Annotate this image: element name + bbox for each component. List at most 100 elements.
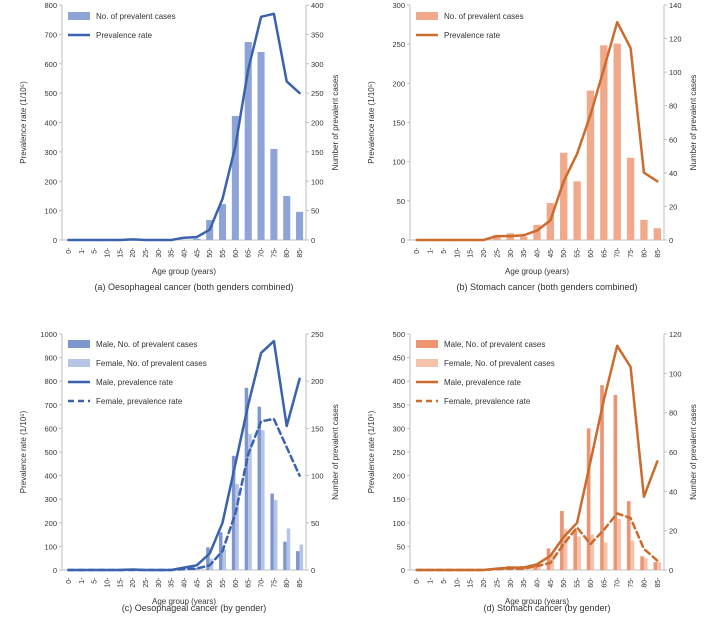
bar bbox=[299, 544, 304, 570]
bar bbox=[196, 569, 201, 570]
legend-label: Male, prevalence rate bbox=[444, 378, 521, 387]
x-tick-label: 35- bbox=[521, 577, 528, 588]
right-tick-label: 150 bbox=[311, 148, 324, 157]
x-tick-label: 1- bbox=[79, 247, 86, 254]
right-axis-title: Number of prevalent cases bbox=[331, 75, 340, 171]
right-tick-label: 150 bbox=[311, 424, 324, 433]
left-tick-label: 150 bbox=[392, 495, 405, 504]
legend-swatch bbox=[68, 340, 90, 348]
bar bbox=[244, 387, 249, 570]
left-tick-label: 900 bbox=[44, 354, 57, 363]
bar bbox=[630, 540, 635, 570]
x-tick-label: 45- bbox=[548, 577, 555, 588]
x-tick-label: 0- bbox=[66, 247, 73, 254]
left-tick-label: 800 bbox=[44, 1, 57, 10]
x-tick-label: 85- bbox=[297, 247, 304, 258]
bar bbox=[248, 434, 252, 570]
x-tick-label: 25- bbox=[494, 577, 501, 588]
right-tick-label: 100 bbox=[311, 177, 324, 186]
x-tick-label: 10- bbox=[104, 577, 111, 588]
left-tick-label: 800 bbox=[44, 377, 57, 386]
bar bbox=[603, 542, 608, 570]
x-tick-label: 30- bbox=[156, 577, 163, 588]
chart-panel-d: 0 50 100 150 200 250 300 350 400 450 500 0 20 40 60 80 1… bbox=[367, 330, 698, 613]
x-tick-label: 50- bbox=[207, 247, 214, 258]
x-tick-label: 30- bbox=[508, 247, 515, 258]
left-tick-label: 500 bbox=[44, 89, 57, 98]
left-tick-label: 300 bbox=[44, 495, 57, 504]
bar bbox=[577, 536, 581, 570]
x-tick-label: 15- bbox=[468, 577, 475, 588]
x-tick-label: 85- bbox=[655, 247, 662, 258]
left-tick-label: 200 bbox=[44, 519, 57, 528]
bar bbox=[653, 562, 658, 570]
right-tick-label: 0 bbox=[669, 236, 673, 245]
x-tick-label: 80- bbox=[641, 247, 648, 258]
series-line bbox=[67, 12, 301, 242]
bar bbox=[573, 181, 581, 240]
x-tick-label: 60- bbox=[233, 577, 240, 588]
x-tick-label: 55- bbox=[220, 577, 227, 588]
x-tick-label: 75- bbox=[628, 247, 635, 258]
bar bbox=[270, 148, 278, 240]
left-tick-label: 700 bbox=[44, 401, 57, 410]
right-axis-title: Number of prevalent cases bbox=[331, 404, 340, 500]
x-tick-label: 15- bbox=[468, 247, 475, 258]
x-tick-label: 75- bbox=[628, 577, 635, 588]
dashed-series-line bbox=[67, 417, 301, 572]
left-tick-label: 1000 bbox=[40, 330, 57, 339]
bar bbox=[626, 157, 635, 240]
bar bbox=[493, 234, 501, 240]
legend-swatch bbox=[416, 340, 438, 348]
right-tick-label: 0 bbox=[311, 236, 315, 245]
left-tick-label: 300 bbox=[44, 148, 57, 157]
left-tick-label: 450 bbox=[392, 354, 405, 363]
chart-panel-b: 0 50 100 150 200 250 300 0 20 40 60 80 100 120 140 0- 1-… bbox=[367, 1, 698, 292]
x-tick-label: 20- bbox=[130, 247, 137, 258]
left-tick-label: 600 bbox=[44, 60, 57, 69]
x-tick-label: 75- bbox=[271, 577, 278, 588]
x-tick-label: 55- bbox=[575, 577, 582, 588]
right-tick-label: 140 bbox=[669, 1, 682, 10]
bar bbox=[231, 116, 239, 240]
bar bbox=[296, 551, 300, 570]
left-tick-label: 500 bbox=[44, 448, 57, 457]
left-tick-label: 100 bbox=[44, 207, 57, 216]
x-tick-label: 40- bbox=[182, 577, 189, 588]
bar bbox=[523, 568, 528, 570]
left-tick-label: 0 bbox=[401, 566, 405, 575]
x-tick-label: 35- bbox=[169, 577, 176, 588]
series-line bbox=[67, 339, 301, 572]
x-tick-label: 40- bbox=[182, 247, 189, 258]
legend-label: No. of prevalent cases bbox=[96, 12, 176, 21]
x-tick-label: 35- bbox=[169, 247, 176, 258]
legend-label: Male, No. of prevalent cases bbox=[96, 340, 197, 349]
left-tick-label: 300 bbox=[392, 424, 405, 433]
left-axis-title: Prevalence rate (1/10⁵) bbox=[19, 410, 28, 493]
bar bbox=[617, 518, 621, 570]
left-tick-label: 0 bbox=[53, 566, 57, 575]
right-tick-label: 250 bbox=[311, 330, 324, 339]
left-tick-label: 50 bbox=[397, 197, 405, 206]
left-tick-label: 0 bbox=[401, 236, 405, 245]
right-axis-title: Number of prevalent cases bbox=[689, 75, 698, 171]
left-tick-label: 200 bbox=[44, 177, 57, 186]
right-tick-label: 400 bbox=[311, 1, 324, 10]
x-tick-label: 0- bbox=[414, 577, 421, 584]
x-tick-label: 55- bbox=[220, 247, 227, 258]
right-tick-label: 40 bbox=[669, 487, 677, 496]
left-tick-label: 0 bbox=[53, 236, 57, 245]
legend-label: Female, prevalence rate bbox=[444, 397, 531, 406]
x-axis-title: Age group (years) bbox=[505, 597, 569, 606]
bar bbox=[218, 204, 227, 240]
x-tick-label: 1- bbox=[79, 577, 86, 584]
x-tick-label: 60- bbox=[588, 247, 595, 258]
x-tick-label: 5- bbox=[441, 247, 448, 254]
chart-caption: (a) Oesophageal cancer (both genders com… bbox=[94, 282, 293, 292]
x-tick-label: 85- bbox=[655, 577, 662, 588]
legend-label: Female, No. of prevalent cases bbox=[96, 359, 207, 368]
right-tick-label: 80 bbox=[669, 102, 677, 111]
left-tick-label: 150 bbox=[392, 119, 405, 128]
right-tick-label: 250 bbox=[311, 89, 324, 98]
x-tick-label: 65- bbox=[601, 577, 608, 588]
